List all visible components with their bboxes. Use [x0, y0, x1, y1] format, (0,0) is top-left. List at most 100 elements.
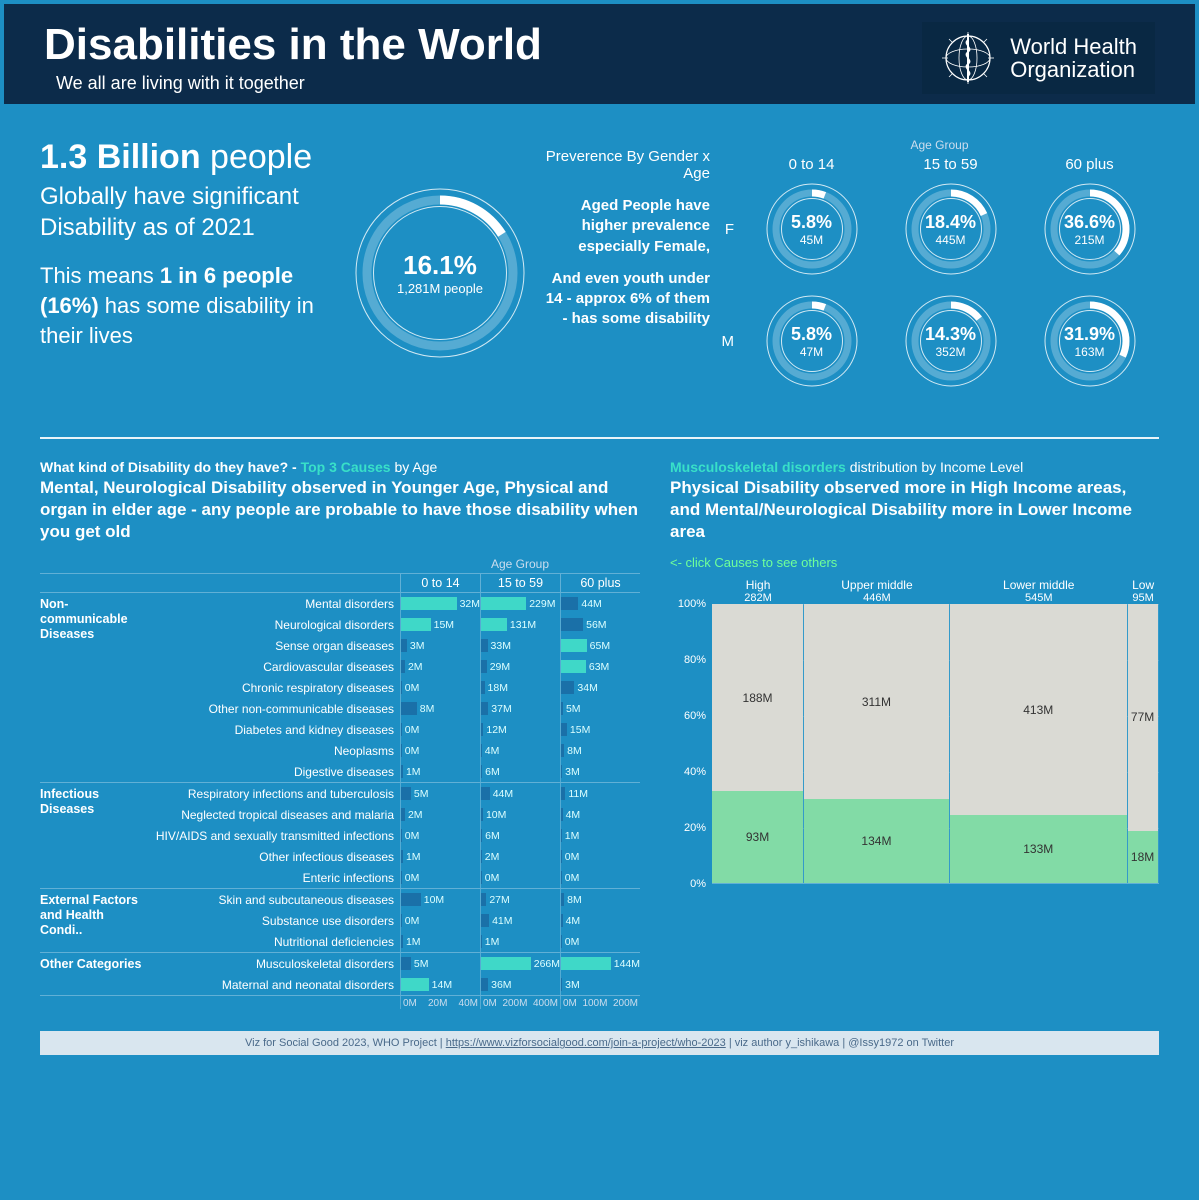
causes-row[interactable]: Mental disorders 32M 229M 44M: [150, 593, 640, 614]
causes-bar-cell[interactable]: 8M: [400, 698, 480, 719]
causes-row[interactable]: Musculoskeletal disorders 5M 266M 144M: [150, 953, 640, 974]
causes-row[interactable]: Maternal and neonatal disorders 14M 36M …: [150, 974, 640, 995]
causes-row[interactable]: Respiratory infections and tuberculosis …: [150, 783, 640, 804]
causes-row-name: Nutritional deficiencies: [150, 935, 400, 949]
causes-bar-cell[interactable]: 0M: [400, 910, 480, 931]
causes-row[interactable]: Neglected tropical diseases and malaria …: [150, 804, 640, 825]
causes-bar-cell[interactable]: 29M: [480, 656, 560, 677]
causes-bar-cell[interactable]: 0M: [560, 846, 640, 867]
causes-bar-cell[interactable]: 144M: [560, 953, 640, 974]
causes-bar-cell[interactable]: 11M: [560, 783, 640, 804]
causes-row[interactable]: Skin and subcutaneous diseases 10M 27M 8…: [150, 889, 640, 910]
causes-bar-cell[interactable]: 14M: [400, 974, 480, 995]
causes-bar-label: 4M: [485, 745, 500, 757]
marimekko-column[interactable]: 188M 93M: [712, 604, 804, 883]
causes-bar-cell[interactable]: 266M: [480, 953, 560, 974]
mini-donut-pct: 14.3%: [925, 324, 976, 345]
who-text-line1: World Health: [1010, 34, 1137, 59]
causes-bar-cell[interactable]: 5M: [560, 698, 640, 719]
causes-row[interactable]: Other infectious diseases 1M 2M 0M: [150, 846, 640, 867]
causes-bar-cell[interactable]: 6M: [480, 825, 560, 846]
who-logo-icon: [940, 30, 996, 86]
causes-row[interactable]: Digestive diseases 1M 6M 3M: [150, 761, 640, 782]
causes-bar-cell[interactable]: 0M: [400, 825, 480, 846]
causes-bar-cell[interactable]: 15M: [560, 719, 640, 740]
causes-bar-label: 1M: [406, 766, 421, 778]
causes-bar-cell[interactable]: 32M: [400, 593, 480, 614]
marimekko-column[interactable]: 413M 133M: [950, 604, 1128, 883]
causes-bar-cell[interactable]: 2M: [400, 804, 480, 825]
causes-bar-label: 0M: [485, 872, 500, 884]
causes-bar-cell[interactable]: 4M: [560, 910, 640, 931]
causes-bar-cell[interactable]: 36M: [480, 974, 560, 995]
causes-bar-cell[interactable]: 5M: [400, 783, 480, 804]
causes-bar-label: 14M: [432, 979, 452, 991]
causes-bar-cell[interactable]: 0M: [560, 867, 640, 888]
causes-bar-cell[interactable]: 0M: [480, 867, 560, 888]
causes-bar-cell[interactable]: 0M: [400, 677, 480, 698]
causes-bar-cell[interactable]: 34M: [560, 677, 640, 698]
causes-bar-cell[interactable]: 1M: [400, 761, 480, 782]
causes-bar-cell[interactable]: 1M: [400, 846, 480, 867]
causes-row[interactable]: Neurological disorders 15M 131M 56M: [150, 614, 640, 635]
causes-bar-cell[interactable]: 131M: [480, 614, 560, 635]
prevalence-donut: 18.4% 445M: [905, 183, 997, 275]
causes-row[interactable]: Substance use disorders 0M 41M 4M: [150, 910, 640, 931]
marimekko-column[interactable]: 311M 134M: [804, 604, 950, 883]
causes-bar-cell[interactable]: 18M: [480, 677, 560, 698]
causes-bar-cell[interactable]: 0M: [560, 931, 640, 952]
causes-bar-cell[interactable]: 3M: [560, 974, 640, 995]
causes-bar-cell[interactable]: 6M: [480, 761, 560, 782]
marimekko-column[interactable]: 77M 18M: [1128, 604, 1159, 883]
causes-bar-cell[interactable]: 229M: [480, 593, 560, 614]
causes-bar-cell[interactable]: 44M: [560, 593, 640, 614]
causes-bar-cell[interactable]: 44M: [480, 783, 560, 804]
causes-bar-cell[interactable]: 3M: [400, 635, 480, 656]
causes-bar-cell[interactable]: 0M: [400, 719, 480, 740]
marimekko-col-header: High282M: [712, 578, 804, 604]
causes-bar-cell[interactable]: 33M: [480, 635, 560, 656]
causes-bar-cell[interactable]: 2M: [480, 846, 560, 867]
page-title: Disabilities in the World: [44, 23, 542, 67]
causes-bar-cell[interactable]: 5M: [400, 953, 480, 974]
causes-bar-cell[interactable]: 0M: [400, 867, 480, 888]
causes-bar-cell[interactable]: 8M: [560, 889, 640, 910]
causes-bar-cell[interactable]: 4M: [480, 740, 560, 761]
causes-bar-cell[interactable]: 56M: [560, 614, 640, 635]
causes-row[interactable]: Diabetes and kidney diseases 0M 12M 15M: [150, 719, 640, 740]
causes-bar-cell[interactable]: 2M: [400, 656, 480, 677]
causes-bar-cell[interactable]: 10M: [400, 889, 480, 910]
income-hint[interactable]: <- click Causes to see others: [670, 555, 1159, 570]
age-column-headers: 0 to 1415 to 5960 plus: [720, 156, 1159, 173]
causes-bar-cell[interactable]: 10M: [480, 804, 560, 825]
causes-bar-cell[interactable]: 3M: [560, 761, 640, 782]
causes-bar-cell[interactable]: 63M: [560, 656, 640, 677]
causes-row[interactable]: HIV/AIDS and sexually transmitted infect…: [150, 825, 640, 846]
causes-bar: [481, 787, 490, 800]
causes-bar-cell[interactable]: 41M: [480, 910, 560, 931]
causes-row[interactable]: Chronic respiratory diseases 0M 18M 34M: [150, 677, 640, 698]
causes-bar: [481, 702, 488, 715]
causes-row[interactable]: Sense organ diseases 3M 33M 65M: [150, 635, 640, 656]
causes-row[interactable]: Neoplasms 0M 4M 8M: [150, 740, 640, 761]
causes-bar-cell[interactable]: 12M: [480, 719, 560, 740]
causes-row[interactable]: Cardiovascular diseases 2M 29M 63M: [150, 656, 640, 677]
causes-bar-cell[interactable]: 1M: [560, 825, 640, 846]
causes-bar-cell[interactable]: 1M: [400, 931, 480, 952]
causes-row[interactable]: Enteric infections 0M 0M 0M: [150, 867, 640, 888]
marimekko-seg-bottom: 18M: [1128, 831, 1158, 884]
causes-bar: [561, 618, 583, 631]
causes-row[interactable]: Nutritional deficiencies 1M 1M 0M: [150, 931, 640, 952]
footer-link[interactable]: https://www.vizforsocialgood.com/join-a-…: [446, 1037, 726, 1049]
causes-bar-cell[interactable]: 1M: [480, 931, 560, 952]
causes-bar-cell[interactable]: 15M: [400, 614, 480, 635]
causes-table: Age Group 0 to 1415 to 5960 plus Non-com…: [40, 555, 640, 1009]
causes-bar-cell[interactable]: 4M: [560, 804, 640, 825]
causes-bar-cell[interactable]: 65M: [560, 635, 640, 656]
causes-bar-cell[interactable]: 27M: [480, 889, 560, 910]
causes-bar-cell[interactable]: 0M: [400, 740, 480, 761]
causes-bar-cell[interactable]: 37M: [480, 698, 560, 719]
causes-bar-cell[interactable]: 8M: [560, 740, 640, 761]
causes-row[interactable]: Other non-communicable diseases 8M 37M 5…: [150, 698, 640, 719]
causes-bar-label: 0M: [405, 915, 420, 927]
